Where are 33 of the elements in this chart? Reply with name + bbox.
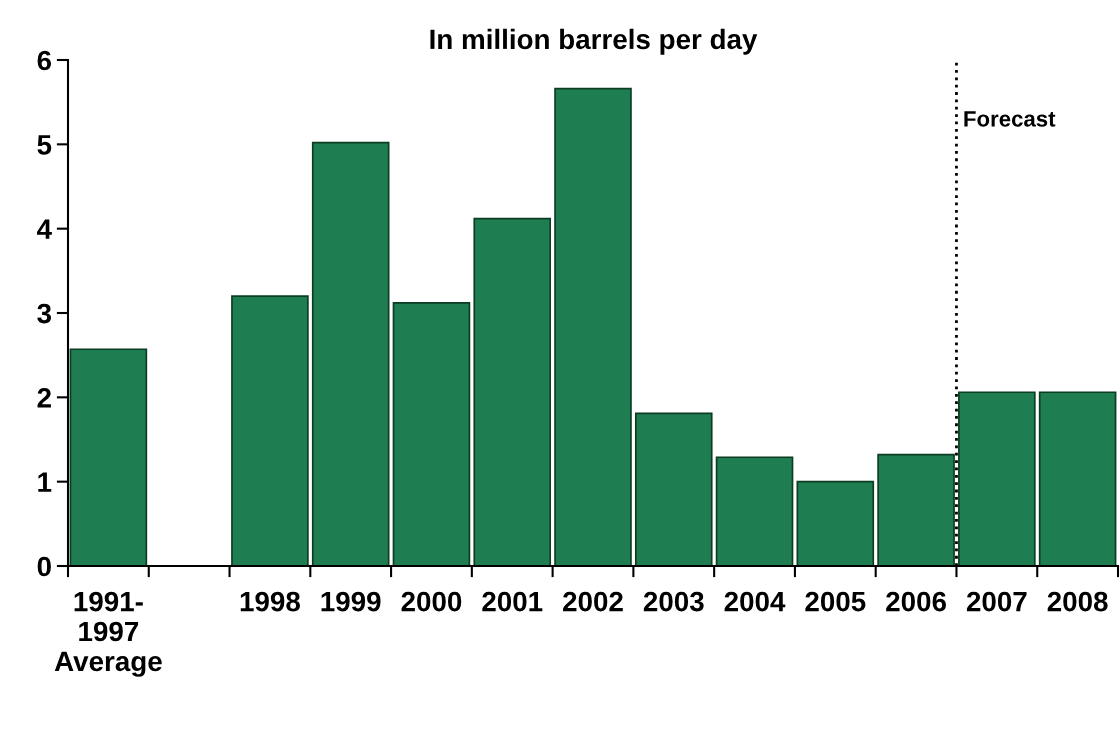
x-tick-label: 2007 (966, 591, 1027, 612)
bar (473, 217, 552, 566)
x-tick-label: 2004 (724, 591, 786, 612)
bar (1038, 391, 1117, 566)
bar (69, 348, 148, 566)
bar (796, 480, 875, 566)
annotation: Forecast (964, 111, 1056, 127)
y-tick-label: 1 (38, 472, 52, 492)
x-tick-label: 2006 (886, 591, 946, 612)
bar (634, 412, 713, 566)
x-tick-label: 2008 (1047, 591, 1108, 612)
chart-title: In million barrels per day (430, 28, 758, 55)
y-tick-label: 3 (37, 303, 52, 324)
x-tick-label: 2000 (401, 591, 462, 612)
x-tick-label: 1991- 1997 Average (54, 591, 162, 677)
x-tick-label: 1999 (321, 591, 381, 612)
x-tick-label: 2005 (805, 591, 866, 612)
x-tick-label: 2002 (563, 591, 623, 612)
y-tick-label: 4 (37, 219, 52, 239)
x-tick-label: 1998 (240, 591, 300, 612)
bar (958, 391, 1036, 566)
y-tick-label: 2 (37, 388, 51, 408)
bar (311, 141, 390, 566)
bar (392, 302, 471, 566)
bar (554, 87, 632, 566)
y-tick-label: 5 (37, 135, 52, 155)
bar (231, 295, 309, 566)
bar (877, 453, 955, 566)
y-tick-label: 6 (37, 50, 52, 71)
x-tick-label: 2001 (482, 591, 543, 612)
bar (715, 456, 794, 566)
y-tick-label: 0 (37, 556, 51, 577)
x-tick-label: 2003 (643, 591, 704, 612)
